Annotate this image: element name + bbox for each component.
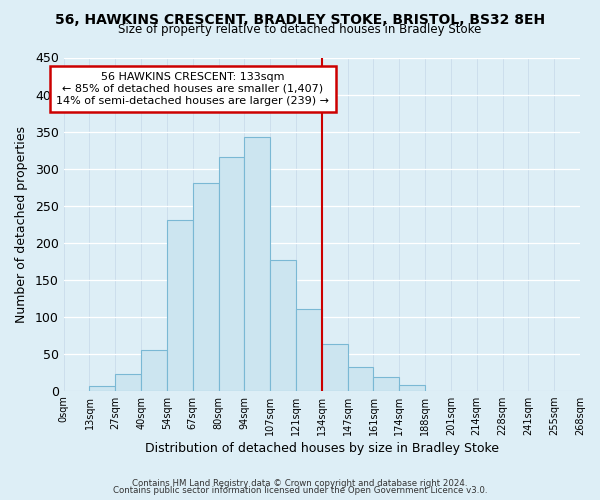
Bar [89, 386, 115, 390]
Bar [141, 350, 167, 391]
Bar [347, 367, 373, 390]
Text: 56 HAWKINS CRESCENT: 133sqm  
← 85% of detached houses are smaller (1,407)
14% o: 56 HAWKINS CRESCENT: 133sqm ← 85% of det… [56, 72, 329, 106]
Text: 56, HAWKINS CRESCENT, BRADLEY STOKE, BRISTOL, BS32 8EH: 56, HAWKINS CRESCENT, BRADLEY STOKE, BRI… [55, 12, 545, 26]
X-axis label: Distribution of detached houses by size in Bradley Stoke: Distribution of detached houses by size … [145, 442, 499, 455]
Bar [193, 184, 218, 390]
Bar [167, 220, 193, 390]
Bar [218, 158, 244, 390]
Bar [373, 376, 399, 390]
Text: Size of property relative to detached houses in Bradley Stoke: Size of property relative to detached ho… [118, 22, 482, 36]
Bar [322, 344, 347, 391]
Text: Contains HM Land Registry data © Crown copyright and database right 2024.: Contains HM Land Registry data © Crown c… [132, 478, 468, 488]
Text: Contains public sector information licensed under the Open Government Licence v3: Contains public sector information licen… [113, 486, 487, 495]
Y-axis label: Number of detached properties: Number of detached properties [15, 126, 28, 322]
Bar [270, 260, 296, 390]
Bar [399, 385, 425, 390]
Bar [115, 374, 141, 390]
Bar [296, 309, 322, 390]
Bar [244, 138, 270, 390]
